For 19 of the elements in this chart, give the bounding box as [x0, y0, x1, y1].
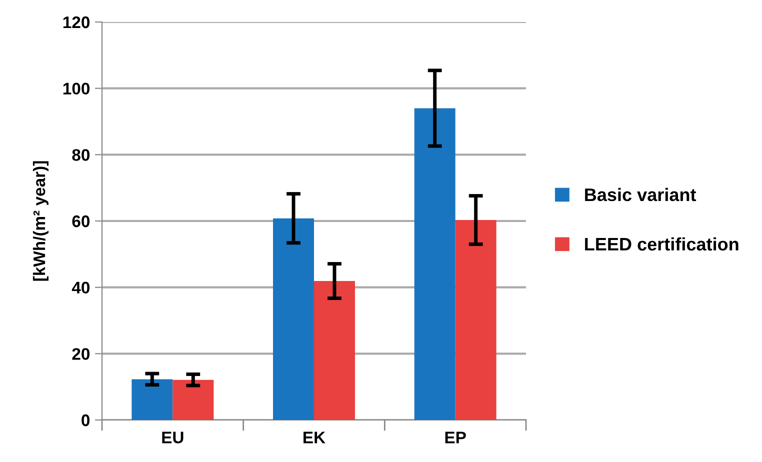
y-tick-label: 60 [72, 215, 90, 228]
legend-label: LEED certification [585, 237, 738, 251]
bar [414, 108, 456, 420]
x-tick-label: EU [162, 432, 184, 444]
y-tick-label: 20 [72, 348, 90, 360]
y-tick-label: 100 [63, 82, 90, 95]
y-tick-label: 0 [82, 414, 90, 426]
y-tick-label: 120 [63, 16, 90, 28]
bar [132, 379, 173, 420]
x-tick-label: EP [445, 432, 466, 444]
bar [273, 218, 314, 420]
bar [455, 220, 496, 420]
y-tick-label: 80 [72, 149, 90, 161]
y-axis-title: [kWh/(m² year)] [32, 161, 48, 281]
bar [172, 380, 214, 420]
legend-label: Basic variant [585, 188, 696, 202]
y-tick-label: 40 [72, 282, 90, 294]
x-tick-label: EK [304, 432, 326, 444]
bar [314, 281, 355, 420]
